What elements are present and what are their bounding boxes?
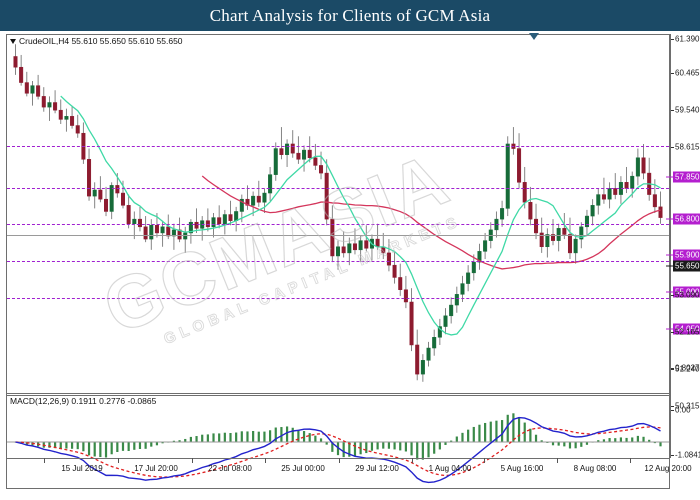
macd-pane[interactable]: [7, 395, 669, 489]
price-axis-tick: [671, 368, 674, 369]
level-line-55000: [7, 261, 669, 262]
price-pane[interactable]: [7, 35, 669, 391]
price-candles-svg: [13, 44, 663, 382]
symbol-label[interactable]: CrudeOIL,H4 55.610 55.650 55.610 55.650: [10, 36, 183, 46]
price-badge-tick: [666, 254, 674, 256]
price-axis-label: 52.165: [675, 327, 700, 337]
time-axis-tick: [118, 458, 119, 463]
time-axis-tick: [412, 458, 413, 463]
current-price-line: [7, 235, 669, 236]
price-badge-tick: [666, 291, 674, 293]
level-line-54050: [7, 298, 669, 299]
price-axis-label: 50.315: [675, 401, 700, 411]
price-axis-label: 61.390: [675, 34, 700, 44]
price-axis-tick: [671, 410, 674, 411]
price-axis-label: 60.465: [675, 68, 700, 78]
price-axis-tick: [671, 147, 674, 148]
price-axis-tick: [671, 73, 674, 74]
price-axis-line: [670, 34, 671, 458]
time-axis-label: 12 Aug 20:00: [644, 464, 692, 473]
time-axis-label: 1 Aug 04:00: [428, 464, 472, 473]
level-line-55900: [7, 224, 669, 225]
time-axis-label: 17 Jul 20:00: [134, 464, 178, 473]
time-axis-tick: [265, 458, 266, 463]
price-axis-tick: [671, 110, 674, 111]
price-axis-tick: [671, 295, 674, 296]
chart-frame: GCMASIA GLOBAL CAPITAL MARKETS: [0, 31, 700, 500]
time-axis-tick: [630, 458, 631, 463]
price-level-badge[interactable]: 55.650: [673, 260, 700, 272]
time-axis-label: 15 Jul 2019: [61, 464, 103, 473]
price-axis-label: 0.00: [675, 405, 691, 415]
price-level-badge[interactable]: 55.000: [673, 286, 700, 298]
price-level-badge[interactable]: 55.900: [673, 249, 700, 261]
time-axis-tick: [44, 458, 45, 463]
price-level-badge[interactable]: 57.850: [673, 171, 700, 183]
time-axis-tick: [557, 458, 558, 463]
price-axis-label: 59.540: [675, 105, 700, 115]
price-axis-tick: [671, 39, 674, 40]
macd-svg: [7, 413, 669, 484]
time-axis-label: 29 Jul 12:00: [355, 464, 399, 473]
time-axis[interactable]: 15 Jul 2019 17 Jul 20:00 22 Jul 08:00 25 Ju…: [6, 458, 692, 478]
time-axis-line: [6, 458, 670, 459]
chevron-down-icon[interactable]: [10, 39, 16, 45]
price-axis[interactable]: 61.390 60.465 59.540 58.615 57.850 56.800 55.9…: [666, 34, 700, 460]
symbol-label-text: CrudeOIL,H4 55.610 55.650 55.610 55.650: [19, 36, 183, 46]
price-axis-label: 53.090: [675, 290, 700, 300]
price-axis-label: 58.615: [675, 142, 700, 152]
time-axis-tick: [484, 458, 485, 463]
price-badge-tick: [666, 218, 674, 220]
page-title: Chart Analysis for Clients of GCM Asia: [209, 6, 491, 25]
level-line-57850: [7, 146, 669, 147]
price-badge-tick: [666, 265, 674, 267]
price-axis-tick: [671, 369, 674, 370]
price-axis-tick: [671, 455, 674, 456]
time-axis-label: 22 Jul 08:00: [208, 464, 252, 473]
price-axis-label: -1.0841: [675, 450, 700, 460]
time-axis-label: 8 Aug 08:00: [573, 464, 617, 473]
price-axis-label: 51.240: [675, 364, 700, 374]
time-axis-label: 25 Jul 00:00: [281, 464, 325, 473]
time-axis-label: 5 Aug 16:00: [500, 464, 544, 473]
price-badge-tick: [666, 176, 674, 178]
price-axis-label: 0.8027: [675, 363, 700, 373]
pane-divider: [6, 393, 670, 394]
level-line-56800: [7, 188, 669, 189]
page-header: Chart Analysis for Clients of GCM Asia: [0, 0, 700, 31]
price-level-badge[interactable]: 54.050: [673, 323, 700, 335]
price-axis-tick: [671, 406, 674, 407]
macd-indicator-label: MACD(12,26,9) 0.1911 0.2776 -0.0865: [10, 396, 157, 406]
time-axis-tick: [339, 458, 340, 463]
price-badge-tick: [666, 328, 674, 330]
chart-object-marker[interactable]: [529, 33, 539, 40]
time-axis-tick: [192, 458, 193, 463]
price-axis-tick: [671, 332, 674, 333]
price-level-badge[interactable]: 56.800: [673, 213, 700, 225]
